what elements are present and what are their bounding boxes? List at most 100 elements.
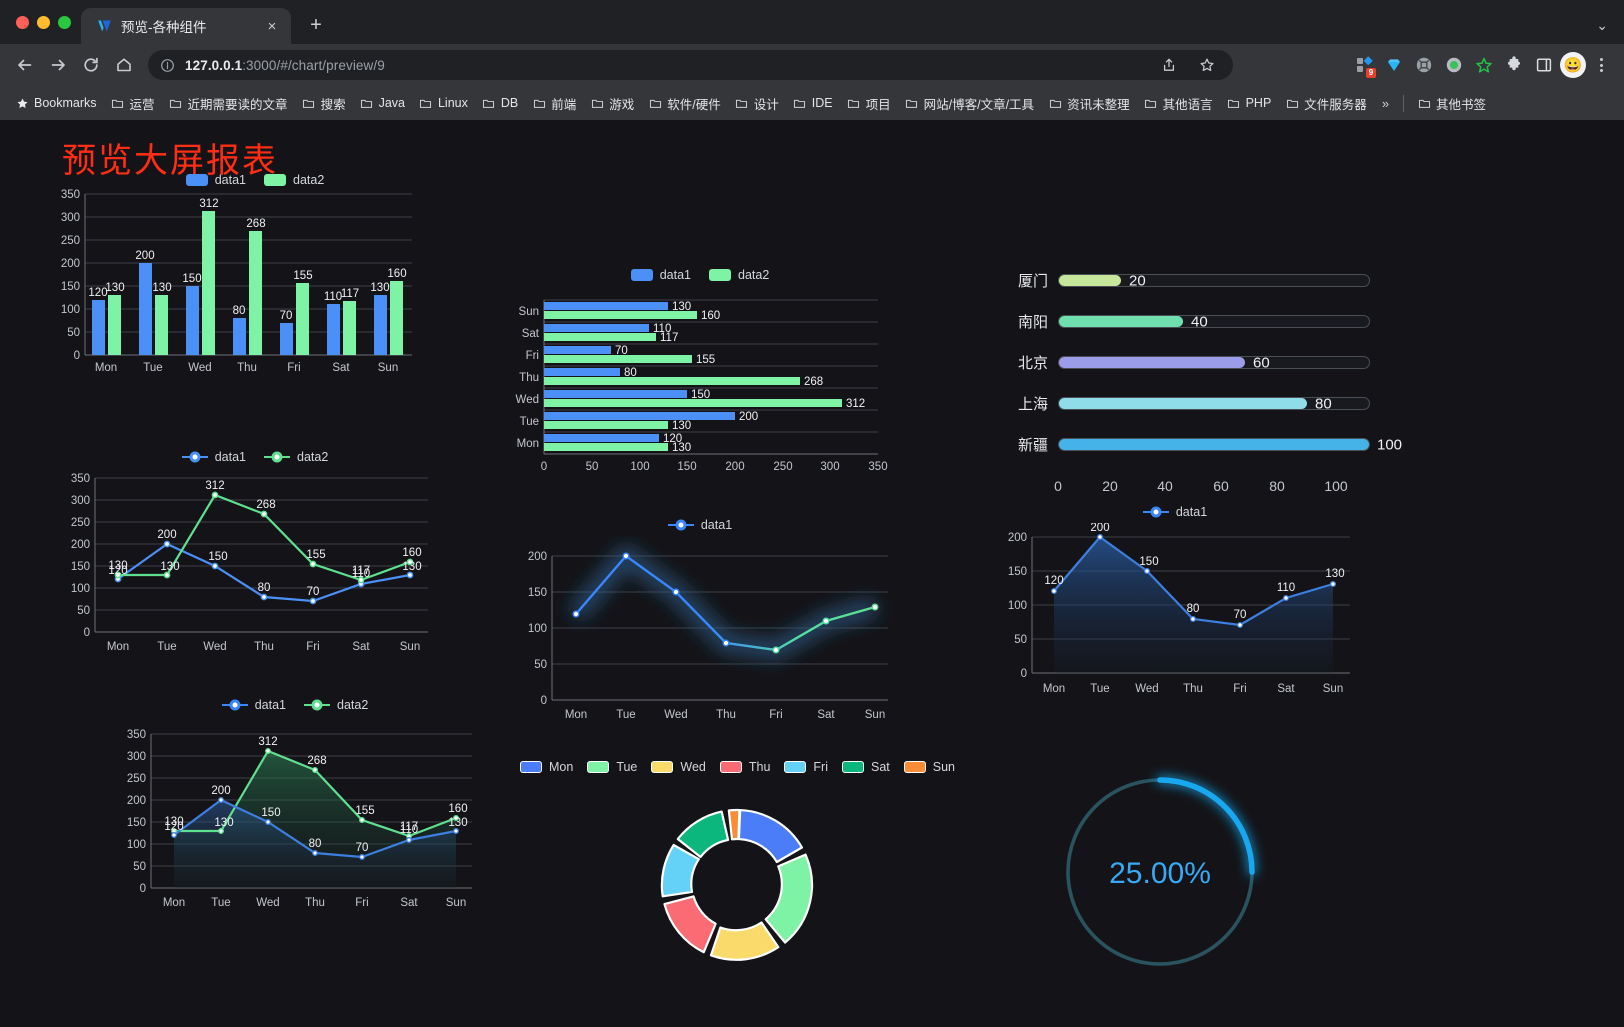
bookmark-item-other[interactable]: 其他书签	[1410, 90, 1493, 117]
bookmark-item-bookmarks[interactable]: Bookmarks	[8, 92, 104, 114]
progress-track[interactable]: 60	[1058, 354, 1370, 371]
progress-track[interactable]: 100	[1058, 436, 1402, 453]
bookmark-item-7[interactable]: 前端	[525, 90, 583, 117]
progress-track[interactable]: 40	[1058, 313, 1370, 330]
legend-label: data2	[297, 450, 329, 464]
legend-item-data1[interactable]: data1	[630, 268, 691, 282]
progress-track[interactable]: 80	[1058, 395, 1370, 412]
bookmark-item-12[interactable]: 项目	[840, 90, 898, 117]
green-star-icon[interactable]	[1470, 51, 1498, 79]
sidepanel-icon[interactable]	[1530, 51, 1558, 79]
legend-item-data1[interactable]: data1	[1142, 505, 1207, 519]
window-maximize-button[interactable]	[58, 15, 71, 29]
chart-legend[interactable]: Mon Tue Wed Thu Fri Sat Sun	[500, 760, 975, 774]
info-circle-icon[interactable]	[160, 58, 175, 73]
bookmark-item-1[interactable]: 运营	[104, 90, 162, 117]
legend-item-tue[interactable]: Tue	[587, 760, 637, 774]
browser-tab[interactable]: 预览-各种组件 ×	[81, 8, 291, 44]
bookmark-item-10[interactable]: 设计	[728, 90, 786, 117]
bookmark-item-13[interactable]: 网站/博客/文章/工具	[898, 90, 1041, 117]
slice-fri[interactable]	[660, 843, 700, 898]
legend-item-data2[interactable]: data2	[264, 173, 324, 187]
chart-legend[interactable]: data1 data2	[95, 698, 495, 712]
chevron-down-icon[interactable]: ⌄	[1596, 17, 1608, 33]
progress-row-beijing[interactable]: 北京 60	[1000, 352, 1370, 373]
chart-legend[interactable]: data1 data2	[40, 173, 470, 187]
tab-close-icon[interactable]: ×	[267, 17, 277, 35]
slice-wed[interactable]	[709, 921, 780, 961]
bookmark-item-6[interactable]: DB	[475, 92, 525, 114]
bookmark-item-15[interactable]: 其他语言	[1137, 90, 1220, 117]
slice-mon[interactable]	[737, 808, 804, 864]
new-tab-button[interactable]: +	[310, 13, 322, 36]
chart-legend[interactable]: data1	[980, 505, 1370, 519]
grid-extension-icon[interactable]: 9	[1350, 51, 1378, 79]
legend-item-sun[interactable]: Sun	[903, 760, 955, 774]
profile-avatar[interactable]: 😀	[1560, 52, 1586, 78]
bookmark-item-2[interactable]: 近期需要读的文章	[162, 90, 295, 117]
chart-vertical-bar[interactable]: data1 data2 350 300 25	[40, 165, 470, 430]
progress-row-xinjiang[interactable]: 新疆 100	[1000, 434, 1402, 455]
legend-item-data2[interactable]: data2	[304, 698, 368, 712]
legend-item-data2[interactable]: data2	[264, 450, 328, 464]
bookmark-item-3[interactable]: 搜索	[295, 90, 353, 117]
bookmark-item-16[interactable]: PHP	[1220, 92, 1279, 114]
legend-item-data2[interactable]: data2	[709, 268, 769, 282]
bookmark-item-4[interactable]: Java	[353, 92, 412, 114]
chart-horizontal-bar[interactable]: data1 data2 Sun Sat Fr	[500, 268, 900, 493]
home-icon[interactable]	[109, 50, 139, 80]
progress-row-shanghai[interactable]: 上海 80	[1000, 393, 1370, 414]
legend-item-thu[interactable]: Thu	[719, 760, 770, 774]
bookmark-item-17[interactable]: 文件服务器	[1278, 90, 1374, 117]
slice-sat[interactable]	[676, 810, 730, 859]
chart-progress-bars[interactable]: 厦门 20 南阳 40 北京	[1000, 270, 1402, 510]
folder-icon	[590, 96, 604, 110]
window-close-button[interactable]	[16, 15, 29, 29]
slice-sun[interactable]	[727, 808, 741, 841]
progress-row-xiamen[interactable]: 厦门 20	[1000, 270, 1370, 291]
slice-thu[interactable]	[663, 895, 717, 954]
bookmark-item-5[interactable]: Linux	[412, 92, 475, 114]
chart-legend[interactable]: data1 data2	[500, 268, 900, 282]
legend-item-fri[interactable]: Fri	[784, 760, 828, 774]
command-icon[interactable]	[1410, 51, 1438, 79]
window-minimize-button[interactable]	[37, 15, 50, 29]
legend-item-data1[interactable]: data1	[181, 450, 246, 464]
bookmark-item-14[interactable]: 资讯未整理	[1041, 90, 1137, 117]
share-icon[interactable]	[1155, 51, 1183, 79]
legend-item-data1[interactable]: data1	[667, 518, 732, 532]
forward-icon[interactable]	[43, 50, 73, 80]
reload-icon[interactable]	[76, 50, 106, 80]
bookmark-item-11[interactable]: IDE	[786, 92, 840, 114]
bookmark-item-8[interactable]: 游戏	[583, 90, 641, 117]
green-circle-icon[interactable]	[1440, 51, 1468, 79]
donut-svg	[660, 808, 814, 961]
chart-legend[interactable]: data1	[500, 518, 900, 532]
svg-text:200: 200	[528, 551, 547, 563]
chart-gauge[interactable]: 25.00%	[1040, 750, 1280, 1000]
puzzle-icon[interactable]	[1500, 51, 1528, 79]
kebab-menu-icon[interactable]	[1588, 51, 1614, 79]
chart-donut[interactable]: Mon Tue Wed Thu Fri Sat Sun	[500, 760, 975, 1020]
bookmarks-overflow-button[interactable]: »	[1381, 95, 1390, 111]
chart-area-bottom[interactable]: data1 data2	[95, 690, 495, 935]
legend-item-data1[interactable]: data1	[185, 173, 246, 187]
legend-item-sat[interactable]: Sat	[842, 760, 890, 774]
progress-row-nanyang[interactable]: 南阳 40	[1000, 311, 1370, 332]
back-icon[interactable]	[10, 50, 40, 80]
legend-item-mon[interactable]: Mon	[519, 760, 573, 774]
address-bar[interactable]: 127.0.0.1:3000/#/chart/preview/9	[148, 50, 1233, 80]
slice-tue[interactable]	[764, 853, 814, 944]
chart-line[interactable]: data1 data2 350 300 25	[40, 442, 470, 672]
svg-text:50: 50	[67, 327, 80, 339]
legend-item-wed[interactable]: Wed	[651, 760, 706, 774]
bookmark-item-9[interactable]: 软件/硬件	[641, 90, 727, 117]
progress-track[interactable]: 20	[1058, 272, 1370, 289]
legend-item-data1[interactable]: data1	[221, 698, 286, 712]
chart-smooth-line[interactable]: data1	[500, 518, 900, 733]
diamond-icon[interactable]	[1380, 51, 1408, 79]
star-icon[interactable]	[1193, 51, 1221, 79]
legend-swatch	[630, 269, 653, 281]
chart-legend[interactable]: data1 data2	[40, 450, 470, 464]
chart-area-right[interactable]: data1 200	[980, 505, 1370, 720]
